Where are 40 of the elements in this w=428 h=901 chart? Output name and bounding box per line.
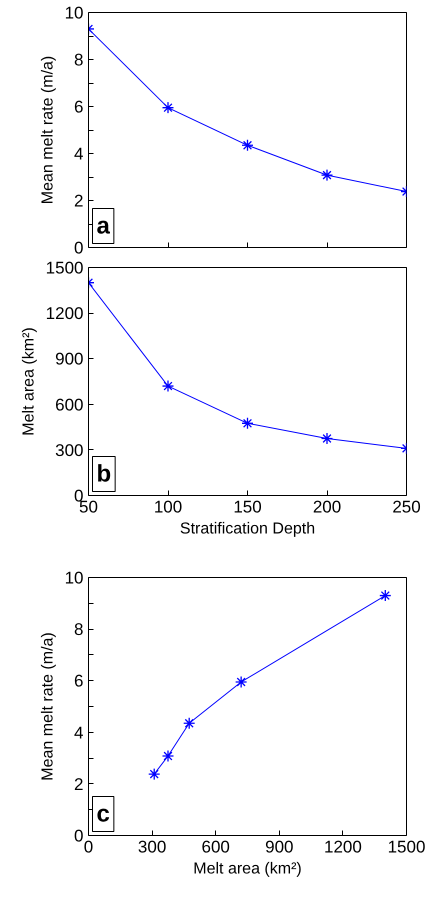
annotation: a: [96, 212, 110, 240]
y-axis-title: Melt area (km²): [20, 327, 38, 436]
y-tick-label: 10: [64, 568, 84, 588]
y-tick-label: 10: [64, 4, 84, 22]
x-tick-label: 900: [265, 838, 294, 856]
x-axis-title: Stratification Depth: [180, 520, 316, 538]
y-tick-label: 900: [55, 350, 84, 369]
point: [241, 417, 254, 430]
point: [379, 589, 392, 602]
annotation: b: [96, 460, 112, 488]
point: [183, 717, 196, 730]
point: [162, 750, 174, 762]
annotation: c: [96, 800, 110, 828]
x-tick-label: 100: [154, 498, 182, 516]
point: [234, 676, 248, 688]
y-tick-label: 8: [74, 50, 84, 70]
y-tick-label: 2: [74, 774, 84, 794]
y-tick-label: 300: [55, 440, 84, 460]
y-tick-label: 600: [55, 395, 84, 414]
x-tick-label: 200: [312, 498, 342, 516]
y-tick-label: 0: [74, 238, 84, 258]
y-tick-label: 1200: [46, 304, 84, 324]
x-tick-label: 1500: [388, 838, 426, 856]
y-tick-label: 4: [74, 144, 84, 164]
y-tick-label: 1500: [46, 258, 84, 278]
x-tick-label: 300: [138, 838, 166, 856]
y-tick-label: 6: [74, 672, 84, 691]
point: [148, 768, 160, 780]
y-tick-label: 8: [74, 620, 84, 640]
x-axis-title: Melt area (km²): [193, 860, 302, 878]
x-tick-label: 600: [202, 838, 230, 856]
y-axis-title: Mean melt rate (m/a): [40, 56, 57, 204]
y-axis-title: Mean melt rate (m/a): [40, 632, 57, 781]
x-tick-label: 150: [233, 498, 262, 516]
point: [241, 139, 254, 152]
x-tick-label: 1200: [324, 838, 362, 856]
y-tick-label: 2: [74, 192, 84, 210]
y-tick-label: 6: [74, 98, 84, 116]
x-tick-label: 250: [392, 498, 421, 516]
y-tick-label: 4: [74, 723, 84, 742]
